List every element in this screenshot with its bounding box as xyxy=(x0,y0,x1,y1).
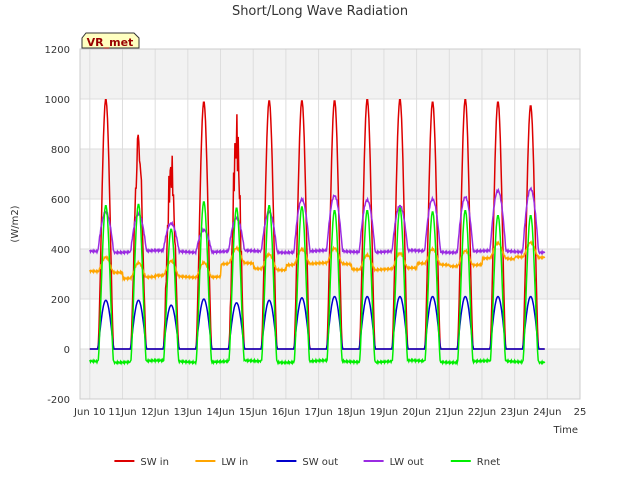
x-tick-label: 12Jun xyxy=(141,407,169,418)
y-tick-label: 0 xyxy=(64,345,70,356)
series-line-rnet xyxy=(89,201,546,366)
y-tick-label: 1200 xyxy=(45,45,70,56)
x-tick-label: 19Jun xyxy=(370,407,398,418)
y-tick-label: 600 xyxy=(51,195,70,206)
y-tick-label: 1000 xyxy=(45,95,70,106)
x-tick-label: 25 xyxy=(574,407,587,418)
x-tick-label: 21Jun xyxy=(435,407,463,418)
x-tick-label: 15Jun xyxy=(239,407,267,418)
grid-band xyxy=(80,49,580,99)
x-tick-label: 14Jun xyxy=(206,407,234,418)
x-tick-label: 23Jun xyxy=(500,407,528,418)
station-label-shape xyxy=(81,32,140,49)
legend-label-sw-in: SW in xyxy=(140,457,169,468)
x-tick-label: 13Jun xyxy=(174,407,202,418)
x-tick-label: Jun 10 xyxy=(73,407,106,418)
plot-bands xyxy=(80,49,580,399)
x-tick-label: 17Jun xyxy=(304,407,332,418)
y-tick-labels: -200 0 200 400 600 800 1000 1200 xyxy=(45,45,70,406)
x-axis-title: Time xyxy=(553,425,578,436)
x-tick-label: 18Jun xyxy=(337,407,365,418)
x-tick-label: 22Jun xyxy=(468,407,496,418)
y-tick-label: 400 xyxy=(51,245,70,256)
y-tick-label: -200 xyxy=(47,395,70,406)
x-tick-label: 16Jun xyxy=(272,407,300,418)
x-tick-labels: Jun 10 11Jun 12Jun 13Jun 14Jun 15Jun 16Jun 17Ju… xyxy=(73,407,586,418)
x-tick-label: 20Jun xyxy=(402,407,430,418)
x-tick-label: 24Jun xyxy=(533,407,561,418)
chart-title: Short/Long Wave Radiation xyxy=(232,4,408,19)
series-line-lw-out xyxy=(89,186,546,256)
y-tick-label: 800 xyxy=(51,145,70,156)
station-label-box: VR_met xyxy=(81,32,140,49)
legend-label-sw-out: SW out xyxy=(302,457,338,468)
x-tick-label: 11Jun xyxy=(108,407,136,418)
legend: SW in LW in SW out LW out Rnet xyxy=(114,457,500,468)
legend-label-lw-in: LW in xyxy=(221,457,248,468)
y-axis-title: (W/m2) xyxy=(10,205,21,242)
y-tick-label: 200 xyxy=(51,295,70,306)
plot-frame xyxy=(79,48,581,400)
series-layer xyxy=(89,99,546,366)
legend-label-lw-out: LW out xyxy=(390,457,424,468)
legend-label-rnet: Rnet xyxy=(477,457,500,468)
station-label: VR_met xyxy=(87,36,134,49)
